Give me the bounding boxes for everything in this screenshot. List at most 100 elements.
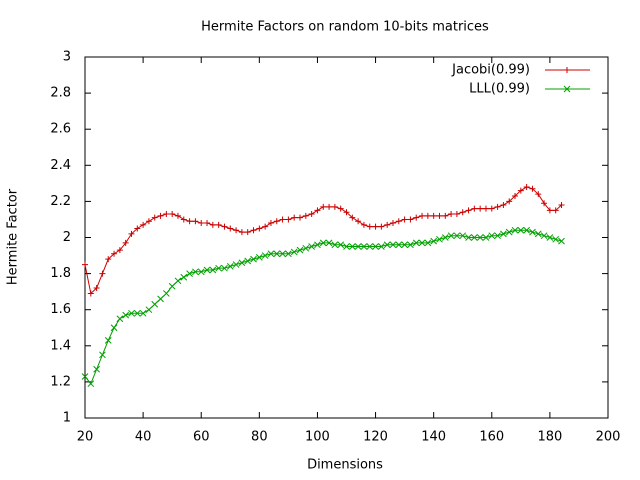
y-tick-label: 1.6 [50,302,71,317]
y-tick-label: 1.2 [50,374,71,389]
x-tick-label: 80 [251,430,268,445]
data-point [250,227,257,234]
data-point [302,212,309,219]
data-point [140,221,147,228]
data-point [505,228,513,236]
data-point [215,221,222,228]
data-point [430,237,438,245]
data-point [93,285,100,292]
data-point [186,270,193,277]
data-point [534,230,542,238]
legend-label: LLL(0.99) [469,82,530,97]
data-point [348,243,356,250]
data-point [482,234,490,241]
data-point [325,239,333,247]
data-point [99,351,106,359]
data-point [215,264,223,272]
data-point [477,205,484,212]
data-point [285,216,292,223]
data-point [174,212,181,219]
data-point [122,239,129,246]
data-point [139,309,147,317]
data-point [465,207,472,214]
data-point [552,207,559,214]
data-point [221,264,228,272]
data-point [122,311,130,319]
data-point [552,235,560,243]
data-point [226,263,234,270]
data-point [546,207,553,214]
data-point [262,223,269,230]
data-point [453,232,461,240]
data-point [500,202,507,209]
y-tick-label: 1 [63,411,71,426]
data-point [308,243,315,250]
data-point [366,223,373,230]
data-point [447,232,455,240]
data-point [227,225,234,232]
data-point [105,256,112,263]
data-point [494,232,501,240]
legend-marker [563,85,571,93]
data-point [418,239,426,247]
data-point [500,230,507,238]
data-point [331,203,338,210]
data-point [221,223,228,230]
data-point [244,257,252,265]
data-point [407,216,414,223]
data-point [384,221,391,228]
data-point [134,225,141,232]
data-point [337,241,345,249]
data-point [401,241,408,249]
x-tick-label: 100 [305,430,330,445]
x-tick-label: 120 [363,430,388,445]
data-point [133,309,141,317]
data-point [157,212,164,219]
data-point [116,247,123,254]
data-point [343,209,350,216]
data-point [290,248,298,256]
data-point [488,205,495,212]
data-point [407,241,414,249]
data-point [192,218,199,225]
data-point [482,205,489,212]
data-point [360,243,368,250]
data-point [389,241,397,249]
x-tick-label: 40 [135,430,152,445]
data-point [87,290,94,297]
data-point [343,243,350,250]
data-point [308,211,315,218]
data-point [354,243,362,250]
data-point [476,234,484,241]
data-point [111,250,118,257]
y-tick-label: 2.2 [50,194,71,209]
data-point [209,221,216,228]
data-point [355,218,362,225]
y-tick-label: 2.4 [50,158,71,173]
data-point [424,212,431,219]
data-point [320,203,327,210]
data-point [453,211,460,218]
data-point [151,300,159,308]
data-point [372,223,379,230]
data-point [157,295,164,303]
data-point [395,218,402,225]
data-point [314,241,321,249]
data-point [291,214,298,221]
data-point [180,216,187,223]
data-point [204,220,211,227]
data-point [82,261,88,268]
data-point [198,220,205,227]
data-point [163,211,170,218]
data-point [442,212,449,219]
data-point [168,282,176,290]
data-point [87,380,95,388]
data-point [285,250,292,258]
data-point [116,315,124,323]
data-point [412,239,420,247]
data-point [441,234,449,241]
data-point [535,191,542,198]
data-point [465,234,472,241]
data-point [273,218,280,225]
y-tick-label: 2.6 [50,122,71,137]
